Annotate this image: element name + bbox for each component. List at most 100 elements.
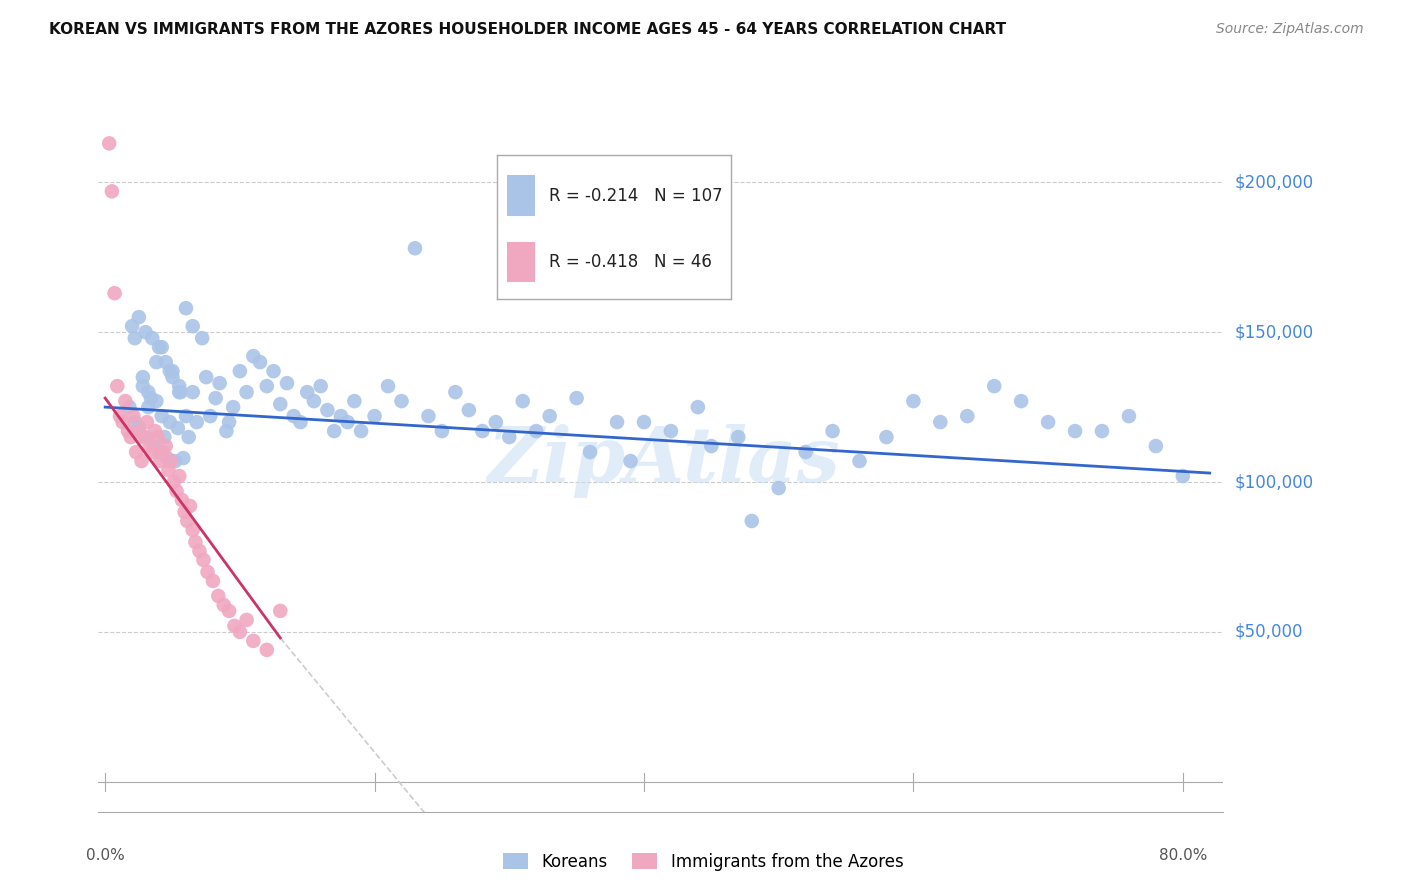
Point [204,391,226,405]
Point [149,454,172,468]
Point [138,439,160,453]
Point [350,424,373,438]
Point [177,430,200,444]
Point [195,370,218,384]
Point [336,415,359,429]
Point [118,400,141,414]
Point [302,394,325,409]
Point [323,424,346,438]
Point [218,604,240,618]
Point [181,319,204,334]
Point [141,331,163,345]
Point [471,424,494,438]
Point [727,430,749,444]
Point [249,355,271,369]
Point [188,544,211,558]
Point [166,483,188,498]
Point [174,409,197,423]
Point [179,499,201,513]
Point [256,643,278,657]
FancyBboxPatch shape [506,242,534,282]
Point [207,589,229,603]
Point [136,385,159,400]
Point [169,385,191,400]
Point [108,409,131,423]
Point [430,424,453,438]
Point [565,391,588,405]
Point [686,400,709,414]
Point [111,415,134,429]
Point [162,370,184,384]
Point [1171,469,1194,483]
Point [114,394,136,409]
Point [983,379,1005,393]
Point [821,424,844,438]
Point [128,421,150,435]
Point [235,613,257,627]
Point [103,286,125,301]
Text: 0.0%: 0.0% [86,847,125,863]
Point [290,415,312,429]
Point [741,514,763,528]
Point [191,331,214,345]
Point [167,421,190,435]
Point [269,397,291,411]
Point [165,454,187,468]
Point [124,415,146,429]
Point [377,379,399,393]
Point [242,349,264,363]
Point [929,415,952,429]
Point [212,598,235,612]
Point [162,364,184,378]
Point [309,379,332,393]
Point [172,451,194,466]
Point [173,505,195,519]
Point [235,385,257,400]
Text: R = -0.214   N = 107: R = -0.214 N = 107 [548,186,723,204]
Point [633,415,655,429]
Point [297,385,319,400]
Point [276,376,298,391]
Point [404,241,426,255]
Point [1144,439,1167,453]
Point [143,424,166,438]
Point [141,445,163,459]
Text: KOREAN VS IMMIGRANTS FROM THE AZORES HOUSEHOLDER INCOME AGES 45 - 64 YEARS CORRE: KOREAN VS IMMIGRANTS FROM THE AZORES HOU… [49,22,1007,37]
Point [156,451,179,466]
Point [167,469,190,483]
Point [174,301,197,316]
Text: ZipAtlas: ZipAtlas [488,424,841,498]
Point [117,424,139,438]
Text: R = -0.418   N = 46: R = -0.418 N = 46 [548,252,711,271]
Point [418,409,440,423]
Point [1036,415,1059,429]
Point [363,409,385,423]
Point [343,394,366,409]
Point [135,325,157,339]
Point [218,415,240,429]
Point [316,403,339,417]
Point [184,535,207,549]
Point [159,364,181,378]
Point [659,424,682,438]
Point [269,604,291,618]
Point [128,310,150,325]
Point [329,409,352,423]
Point [1010,394,1032,409]
Point [956,409,979,423]
Point [159,415,181,429]
Point [128,424,150,438]
Point [139,391,162,405]
Point [606,415,628,429]
Point [201,574,224,588]
Point [170,493,193,508]
Point [485,415,508,429]
Point [121,319,143,334]
Point [145,355,167,369]
Point [155,439,177,453]
Point [197,565,219,579]
Point [1118,409,1140,423]
Point [150,340,173,354]
Point [222,400,245,414]
Point [101,184,124,198]
